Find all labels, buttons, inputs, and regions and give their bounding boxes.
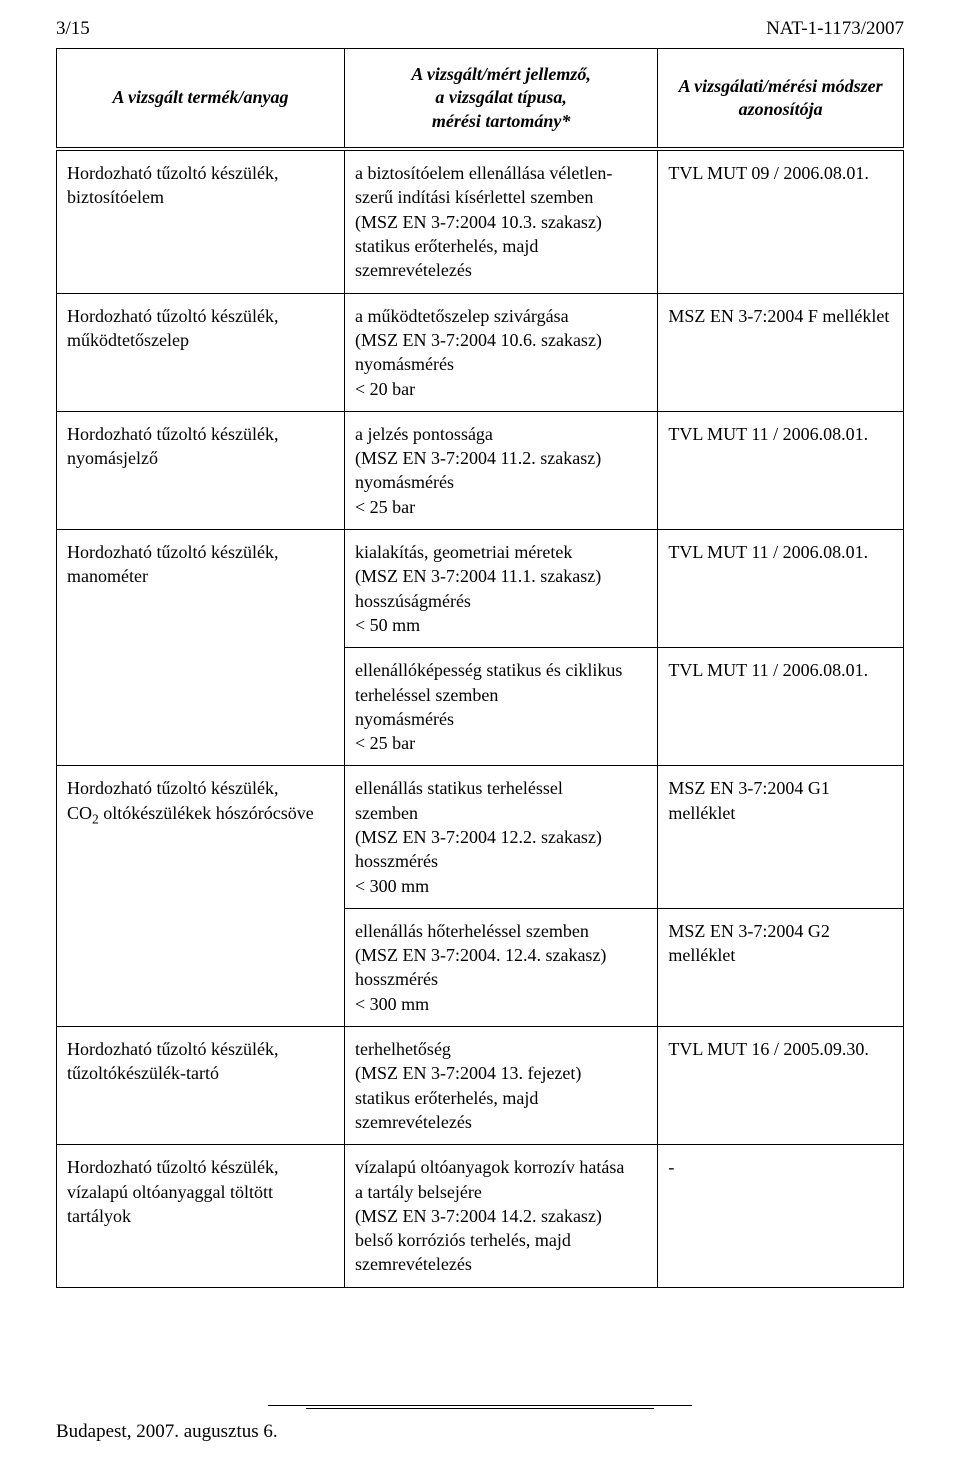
footer-date: Budapest, 2007. augusztus 6. xyxy=(56,1421,278,1443)
cell-characteristic: vízalapú oltóanyagok korrozív hatása a t… xyxy=(344,1145,657,1287)
cell-method: TVL MUT 11 / 2006.08.01. xyxy=(658,530,904,648)
cell-method: MSZ EN 3-7:2004 F melléklet xyxy=(658,293,904,411)
cell-product: Hordozható tűzoltó készülék, működtetősz… xyxy=(57,293,345,411)
table-header-row: A vizsgált termék/anyag A vizsgált/mért … xyxy=(57,49,904,150)
cell-method: TVL MUT 11 / 2006.08.01. xyxy=(658,648,904,766)
header-col-characteristic: A vizsgált/mért jellemző, a vizsgálat tí… xyxy=(344,49,657,150)
doc-reference: NAT-1-1173/2007 xyxy=(766,18,904,40)
table-row: Hordozható tűzoltó készülék, manométer k… xyxy=(57,530,904,648)
cell-method: MSZ EN 3-7:2004 G2 melléklet xyxy=(658,908,904,1026)
table-row: Hordozható tűzoltó készülék, nyomásjelző… xyxy=(57,411,904,529)
cell-product: Hordozható tűzoltó készülék, CO2 oltókés… xyxy=(57,766,345,1027)
cell-product: Hordozható tűzoltó készülék, nyomásjelző xyxy=(57,411,345,529)
cell-characteristic: ellenállóképesség statikus és ciklikus t… xyxy=(344,648,657,766)
cell-method: - xyxy=(658,1145,904,1287)
table-row: Hordozható tűzoltó készülék, tűzoltókész… xyxy=(57,1027,904,1145)
cell-method: TVL MUT 11 / 2006.08.01. xyxy=(658,411,904,529)
table-row: Hordozható tűzoltó készülék, vízalapú ol… xyxy=(57,1145,904,1287)
cell-method: MSZ EN 3-7:2004 G1 melléklet xyxy=(658,766,904,908)
cell-method: TVL MUT 16 / 2005.09.30. xyxy=(658,1027,904,1145)
cell-characteristic: ellenállás hőterheléssel szemben (MSZ EN… xyxy=(344,908,657,1026)
footer-separator xyxy=(56,1405,904,1409)
page-header: 3/15 NAT-1-1173/2007 xyxy=(56,0,904,48)
cell-characteristic: kialakítás, geometriai méretek (MSZ EN 3… xyxy=(344,530,657,648)
page-number: 3/15 xyxy=(56,18,90,40)
table-row: Hordozható tűzoltó készülék, működtetősz… xyxy=(57,293,904,411)
header-col-product: A vizsgált termék/anyag xyxy=(57,49,345,150)
cell-characteristic: a biztosítóelem ellenállása véletlen- sz… xyxy=(344,149,657,293)
cell-characteristic: terhelhetőség (MSZ EN 3-7:2004 13. fejez… xyxy=(344,1027,657,1145)
cell-product-line2: CO2 oltókészülékek hószórócsöve xyxy=(67,803,314,823)
header-col-method: A vizsgálati/mérési módszer azonosítója xyxy=(658,49,904,150)
table-row: Hordozható tűzoltó készülék, biztosítóel… xyxy=(57,149,904,293)
cell-characteristic: a jelzés pontossága (MSZ EN 3-7:2004 11.… xyxy=(344,411,657,529)
cell-characteristic: a működtetőszelep szivárgása (MSZ EN 3-7… xyxy=(344,293,657,411)
cell-product: Hordozható tűzoltó készülék, biztosítóel… xyxy=(57,149,345,293)
cell-product: Hordozható tűzoltó készülék, manométer xyxy=(57,530,345,766)
cell-characteristic: ellenállás statikus terheléssel szemben … xyxy=(344,766,657,908)
cell-product: Hordozható tűzoltó készülék, vízalapú ol… xyxy=(57,1145,345,1287)
cell-product: Hordozható tűzoltó készülék, tűzoltókész… xyxy=(57,1027,345,1145)
cell-method: TVL MUT 09 / 2006.08.01. xyxy=(658,149,904,293)
table-row: Hordozható tűzoltó készülék, CO2 oltókés… xyxy=(57,766,904,908)
data-table: A vizsgált termék/anyag A vizsgált/mért … xyxy=(56,48,904,1288)
